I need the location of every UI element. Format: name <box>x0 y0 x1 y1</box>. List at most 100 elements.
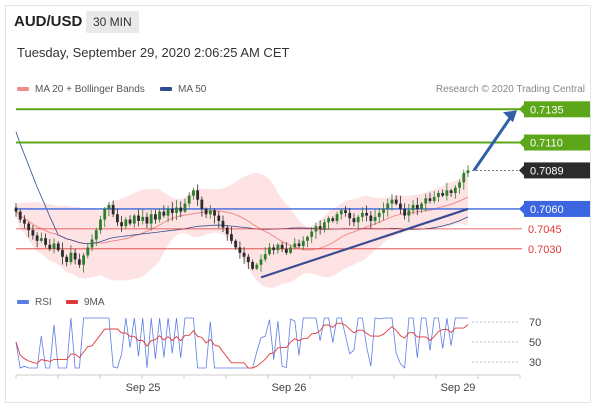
candle-body <box>394 199 398 204</box>
candle-body <box>170 208 174 213</box>
candle-body <box>242 252 246 257</box>
price-tag-box <box>524 200 590 217</box>
ma20-swatch <box>17 87 29 92</box>
candle-body <box>31 230 35 236</box>
candle-body <box>259 259 263 265</box>
bollinger-band <box>16 168 468 288</box>
support-trendline <box>260 207 469 279</box>
candle-body <box>179 207 183 212</box>
candle-body <box>445 190 449 196</box>
rsi-tick-label: 50 <box>529 337 541 349</box>
price-label: 0.7110 <box>530 138 563 150</box>
candle-body <box>289 247 292 253</box>
9ma-legend-label: 9MA <box>84 297 105 308</box>
candle-body <box>124 219 128 227</box>
candle-body <box>141 216 145 221</box>
candle-body <box>327 218 330 223</box>
candle-body <box>158 211 162 220</box>
candle-body <box>293 243 297 248</box>
candle-body <box>318 226 322 229</box>
candle-body <box>301 240 305 247</box>
candle-body <box>415 204 419 209</box>
chart-datetime: Tuesday, September 29, 2020 2:06:25 AM C… <box>17 45 290 60</box>
legend-ma20-bb: MA 20 + Bollinger Bands <box>17 84 145 95</box>
candle-body <box>128 219 132 224</box>
candle-body <box>276 244 280 251</box>
candle-body <box>348 212 352 219</box>
candle-body <box>466 170 470 174</box>
candle-body <box>204 208 208 215</box>
candle-body <box>263 254 267 260</box>
candle-body <box>432 196 436 201</box>
candle-body <box>428 198 432 201</box>
candle-body <box>200 199 204 209</box>
candle-body <box>99 219 102 231</box>
candle-body <box>69 252 73 263</box>
candle-body <box>221 220 225 228</box>
candle-body <box>132 215 136 224</box>
candle-body <box>365 212 369 216</box>
candle-body <box>314 226 318 232</box>
candle-body <box>154 214 157 220</box>
candle-body <box>331 218 335 221</box>
candle-body <box>360 212 364 217</box>
candle-body <box>297 243 301 247</box>
time-axis-label: Sep 29 <box>441 382 476 394</box>
candle-body <box>458 182 461 188</box>
candle-body <box>14 207 18 212</box>
price-label: 0.7030 <box>528 244 562 256</box>
timeframe-badge[interactable]: 30 MIN <box>86 11 139 33</box>
candle-body <box>255 264 259 269</box>
candle-body <box>103 208 107 220</box>
candle-body <box>90 239 94 248</box>
candle-body <box>77 259 81 265</box>
candle-body <box>115 214 119 223</box>
candle-body <box>441 192 445 196</box>
candle-body <box>137 215 140 221</box>
candle-body <box>217 215 221 221</box>
time-axis-label: Sep 25 <box>126 382 161 394</box>
price-tag-pointer <box>519 104 524 115</box>
candle-body <box>120 222 124 227</box>
ma50-legend-label: MA 50 <box>178 84 207 95</box>
candle-body <box>407 210 411 216</box>
candle-body <box>65 256 69 263</box>
candle-body <box>166 208 170 216</box>
legend-rsi: RSI <box>17 297 52 308</box>
legend-ma50: MA 50 <box>160 84 206 95</box>
price-tag-box <box>524 162 590 179</box>
candle-body <box>251 262 254 269</box>
candle-body <box>73 252 77 260</box>
price-tag-pointer <box>519 137 524 148</box>
candle-body <box>56 243 60 251</box>
candle-body <box>39 238 43 241</box>
candle-body <box>284 248 288 253</box>
candle-body <box>386 203 390 209</box>
projection-arrow-shaft <box>472 114 514 172</box>
price-label: 0.7045 <box>528 224 562 236</box>
ma50-swatch <box>160 87 172 92</box>
price-label: 0.7135 <box>530 104 564 116</box>
candle-body <box>424 198 428 204</box>
candle-body <box>23 219 26 224</box>
candle-body <box>52 243 56 249</box>
candle-body <box>369 215 373 221</box>
candle-body <box>335 214 339 221</box>
candle-body <box>82 255 85 265</box>
rsi-tick-label: 30 <box>529 357 541 369</box>
candle-body <box>196 190 200 200</box>
candle-body <box>230 234 233 241</box>
candle-body <box>352 218 356 223</box>
price-tag-box <box>524 134 590 151</box>
candle-body <box>234 240 238 248</box>
candle-body <box>107 204 111 209</box>
candle-body <box>27 223 31 231</box>
rsi-tick-label: 70 <box>529 317 541 329</box>
candle-body <box>149 214 153 224</box>
chart-frame <box>5 5 591 403</box>
candle-body <box>86 247 90 256</box>
price-tag-box <box>524 101 590 118</box>
candle-body <box>411 204 415 211</box>
candle-body <box>187 195 191 204</box>
candle-body <box>162 211 166 216</box>
